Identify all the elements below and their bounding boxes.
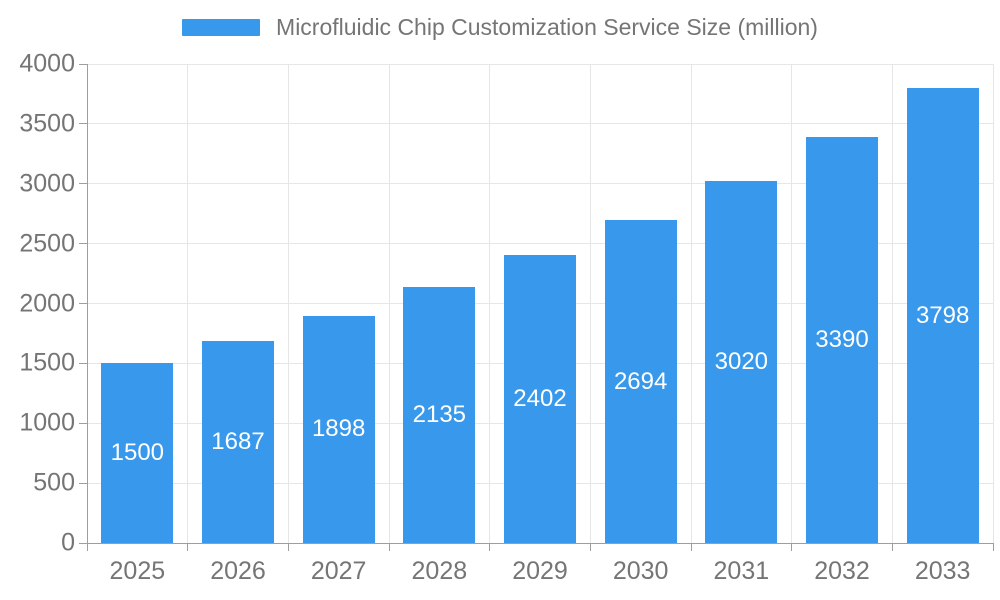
y-axis-tick-label: 4000 [19, 49, 75, 78]
x-axis-tick [791, 543, 793, 551]
x-axis-tick-label: 2031 [713, 557, 770, 585]
y-axis-tick [79, 183, 87, 185]
x-axis-tick-label: 2026 [210, 557, 266, 585]
x-axis-tick [690, 543, 692, 551]
x-axis-tick [589, 543, 591, 551]
bar[interactable] [806, 137, 878, 543]
y-axis-tick [79, 243, 87, 245]
x-gridline [791, 64, 793, 543]
x-gridline [187, 64, 189, 543]
y-axis-tick [79, 63, 87, 65]
x-gridline [388, 64, 390, 543]
y-axis-tick [79, 123, 87, 125]
x-axis-tick [891, 543, 893, 551]
x-axis-tick-label: 2025 [109, 557, 166, 585]
y-axis-tick-label: 1000 [19, 408, 75, 437]
x-gridline [489, 64, 491, 543]
y-axis-line [86, 64, 88, 543]
x-axis-tick [489, 543, 491, 551]
x-axis-tick-label: 2028 [411, 557, 468, 585]
y-axis-tick-label: 500 [33, 468, 75, 497]
y-axis-tick [79, 482, 87, 484]
bar[interactable] [705, 181, 778, 543]
y-axis-tick [79, 542, 87, 544]
y-axis-tick-label: 3000 [19, 169, 75, 198]
y-axis-tick [79, 303, 87, 304]
x-gridline [992, 64, 994, 543]
bar[interactable] [906, 88, 979, 543]
y-axis-tick-label: 2500 [19, 229, 75, 258]
bar[interactable] [302, 315, 375, 543]
y-axis-tick-label: 1500 [19, 348, 75, 377]
y-axis-tick [79, 422, 87, 424]
x-axis-tick [187, 543, 189, 551]
bar[interactable] [202, 340, 274, 543]
x-gridline [891, 64, 893, 543]
x-gridline [287, 64, 289, 543]
bar[interactable] [604, 220, 677, 543]
x-gridline [690, 64, 692, 543]
x-axis-tick [86, 543, 88, 551]
x-axis-tick-label: 2033 [914, 557, 971, 585]
x-axis-tick-label: 2029 [512, 557, 568, 585]
x-axis-tick [992, 543, 994, 551]
x-axis-tick-label: 2030 [612, 557, 669, 585]
bar[interactable] [403, 287, 476, 543]
y-gridline [87, 123, 993, 125]
x-axis-tick [388, 543, 390, 551]
legend-label: Microfluidic Chip Customization Service … [276, 14, 818, 40]
x-axis-tick [287, 543, 289, 551]
x-axis-tick-label: 2027 [310, 557, 367, 585]
y-gridline [87, 243, 993, 245]
x-gridline [589, 64, 591, 543]
legend-swatch-icon [182, 19, 261, 36]
y-axis-tick-label: 2000 [19, 289, 75, 317]
y-gridline [87, 183, 993, 185]
y-gridline [87, 63, 993, 65]
y-axis-tick [79, 362, 87, 364]
x-axis-tick-label: 2032 [814, 557, 870, 585]
legend-item[interactable]: Microfluidic Chip Customization Service … [0, 14, 1000, 41]
bar[interactable] [504, 255, 576, 543]
bar[interactable] [101, 363, 174, 543]
y-axis-tick-label: 0 [61, 528, 75, 557]
y-axis-tick-label: 3500 [19, 109, 75, 138]
x-axis-line [87, 542, 993, 544]
